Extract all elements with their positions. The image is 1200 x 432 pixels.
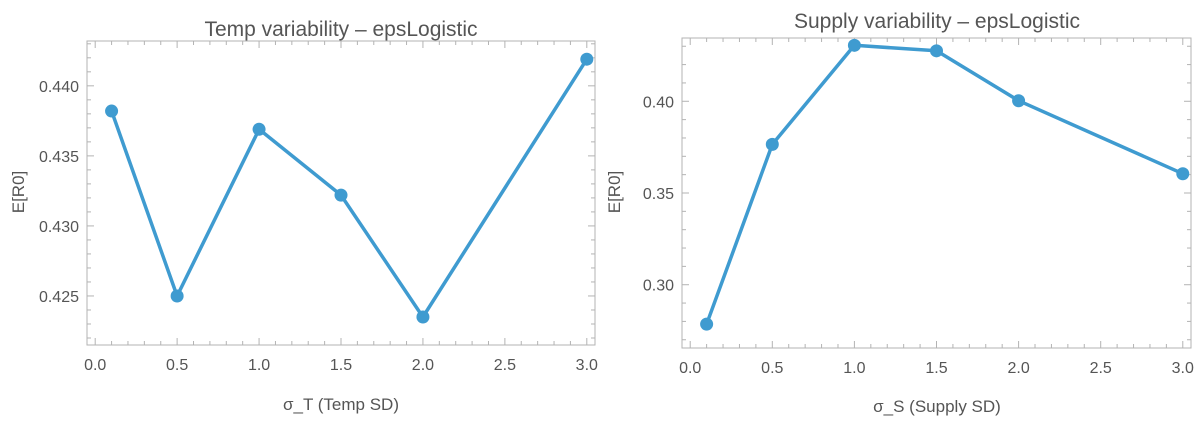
series-line (109, 58, 589, 319)
data-point (1012, 94, 1026, 108)
data-point (252, 122, 266, 136)
data-point (170, 289, 184, 303)
y-tick-label: 0.40 (643, 94, 674, 111)
data-point (416, 310, 430, 324)
y-tick-label: 0.440 (39, 79, 79, 96)
x-tick-label: 1.5 (925, 360, 947, 377)
x-tick-label: 1.0 (843, 360, 865, 377)
x-tick-label: 1.0 (248, 357, 270, 374)
supply-variability-chart: Supply variability – epsLogistic σ_S (Su… (605, 10, 1194, 416)
x-tick-label: 2.0 (412, 357, 434, 374)
x-axis-label: σ_T (Temp SD) (283, 395, 399, 414)
x-tick-label: 1.5 (330, 357, 352, 374)
data-point (930, 44, 943, 58)
x-tick-label: 2.5 (1090, 360, 1112, 377)
x-tick-label: 2.5 (494, 357, 516, 374)
data-point (580, 52, 594, 66)
plot-frame (681, 37, 1192, 349)
data-point (105, 104, 119, 118)
x-tick-label: 3.0 (576, 357, 598, 374)
x-tick-label: 0.5 (761, 360, 783, 377)
y-tick-label: 0.430 (39, 219, 79, 236)
x-tick-label: 2.0 (1007, 360, 1029, 377)
chart-title: Temp variability – epsLogistic (204, 18, 477, 41)
series-line (704, 43, 1184, 325)
chart-title: Supply variability – epsLogistic (794, 10, 1080, 33)
data-point (1176, 167, 1190, 181)
data-point (847, 38, 861, 52)
y-axis-label: E[R0] (9, 171, 28, 214)
data-point (700, 317, 714, 331)
data-point (765, 137, 779, 151)
x-tick-label: 0.0 (84, 357, 106, 374)
data-point (334, 188, 348, 202)
y-tick-label: 0.435 (39, 149, 79, 166)
x-axis-label: σ_S (Supply SD) (873, 397, 1001, 416)
y-axis-label: E[R0] (605, 171, 624, 214)
temp-variability-chart: Temp variability – epsLogistic σ_T (Temp… (9, 18, 598, 414)
y-tick-label: 0.30 (643, 278, 674, 295)
y-tick-label: 0.35 (643, 186, 674, 203)
x-tick-label: 0.5 (166, 357, 188, 374)
x-tick-label: 3.0 (1172, 360, 1194, 377)
x-tick-label: 0.0 (679, 360, 701, 377)
y-tick-label: 0.425 (39, 289, 79, 306)
